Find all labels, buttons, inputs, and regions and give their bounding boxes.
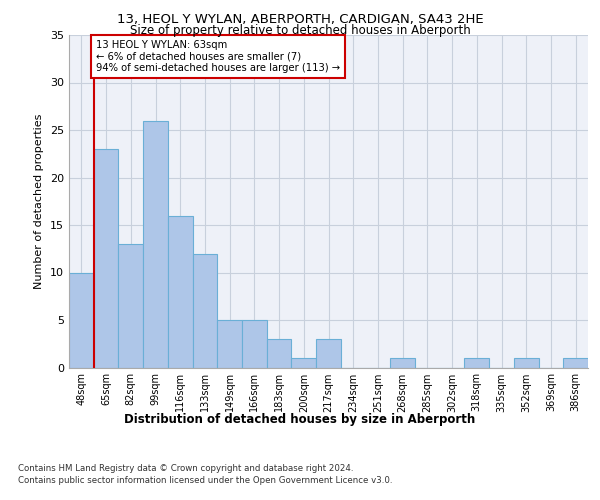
Bar: [143, 120, 168, 368]
Bar: [316, 339, 341, 368]
Text: Size of property relative to detached houses in Aberporth: Size of property relative to detached ho…: [130, 24, 470, 37]
Bar: [267, 339, 292, 368]
Bar: [94, 149, 118, 368]
Bar: [242, 320, 267, 368]
Bar: [464, 358, 489, 368]
Text: 13, HEOL Y WYLAN, ABERPORTH, CARDIGAN, SA43 2HE: 13, HEOL Y WYLAN, ABERPORTH, CARDIGAN, S…: [116, 12, 484, 26]
Bar: [563, 358, 588, 368]
Bar: [292, 358, 316, 368]
Bar: [217, 320, 242, 368]
Y-axis label: Number of detached properties: Number of detached properties: [34, 114, 44, 289]
Bar: [118, 244, 143, 368]
Bar: [69, 272, 94, 368]
Bar: [168, 216, 193, 368]
Text: 13 HEOL Y WYLAN: 63sqm
← 6% of detached houses are smaller (7)
94% of semi-detac: 13 HEOL Y WYLAN: 63sqm ← 6% of detached …: [96, 40, 340, 73]
Text: Contains public sector information licensed under the Open Government Licence v3: Contains public sector information licen…: [18, 476, 392, 485]
Text: Contains HM Land Registry data © Crown copyright and database right 2024.: Contains HM Land Registry data © Crown c…: [18, 464, 353, 473]
Text: Distribution of detached houses by size in Aberporth: Distribution of detached houses by size …: [124, 412, 476, 426]
Bar: [514, 358, 539, 368]
Bar: [193, 254, 217, 368]
Bar: [390, 358, 415, 368]
